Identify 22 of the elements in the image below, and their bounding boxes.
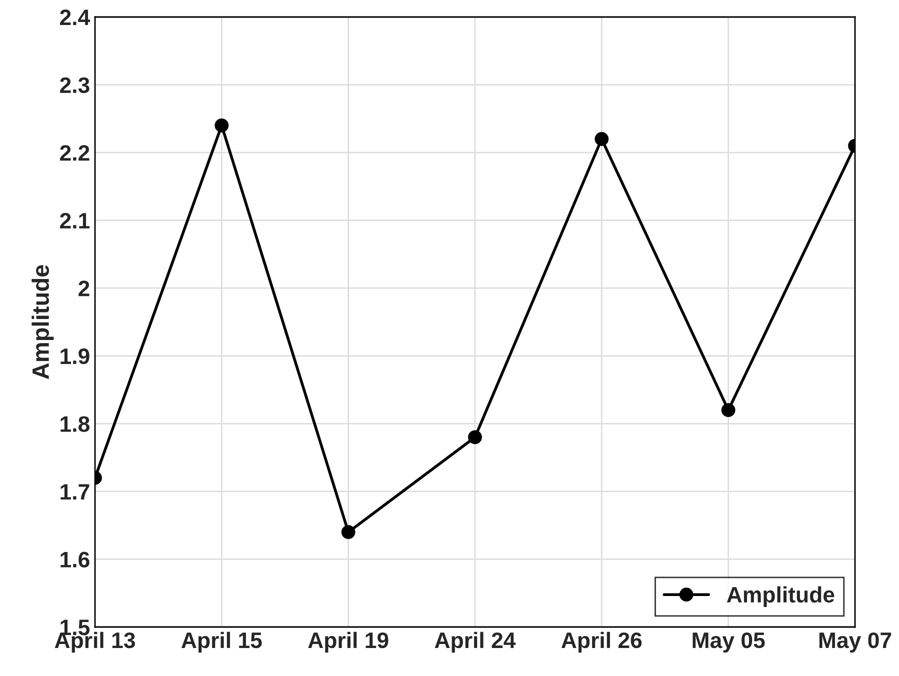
x-tick-label: April 15: [181, 632, 262, 653]
x-tick-label: May 07: [819, 632, 892, 653]
point: [594, 132, 609, 146]
point: [214, 118, 229, 132]
y-tick-label: 1.7: [60, 484, 90, 500]
y-tick-label: 1.8: [60, 416, 90, 432]
point: [341, 525, 356, 540]
y-tick-label: 2.3: [60, 77, 90, 94]
legend-label: Amplitude: [726, 586, 834, 607]
y-tick-label: 2.2: [60, 145, 90, 161]
y-tick-label: 2: [78, 280, 90, 296]
y-tick-label: 2.4: [60, 10, 90, 26]
x-tick-label: April 24: [434, 632, 516, 653]
y-tick-label: 2.1: [60, 212, 90, 228]
x-tick-label: April 26: [561, 632, 642, 653]
y-tick-label: 1.9: [60, 348, 90, 364]
x-tick-label: May 05: [692, 632, 765, 653]
x-tick-label: April 19: [308, 632, 388, 653]
y-tick-label: 1.6: [60, 552, 90, 568]
y-axis-title: Amplitude: [32, 265, 54, 380]
point: [468, 430, 482, 444]
point: [721, 403, 736, 418]
